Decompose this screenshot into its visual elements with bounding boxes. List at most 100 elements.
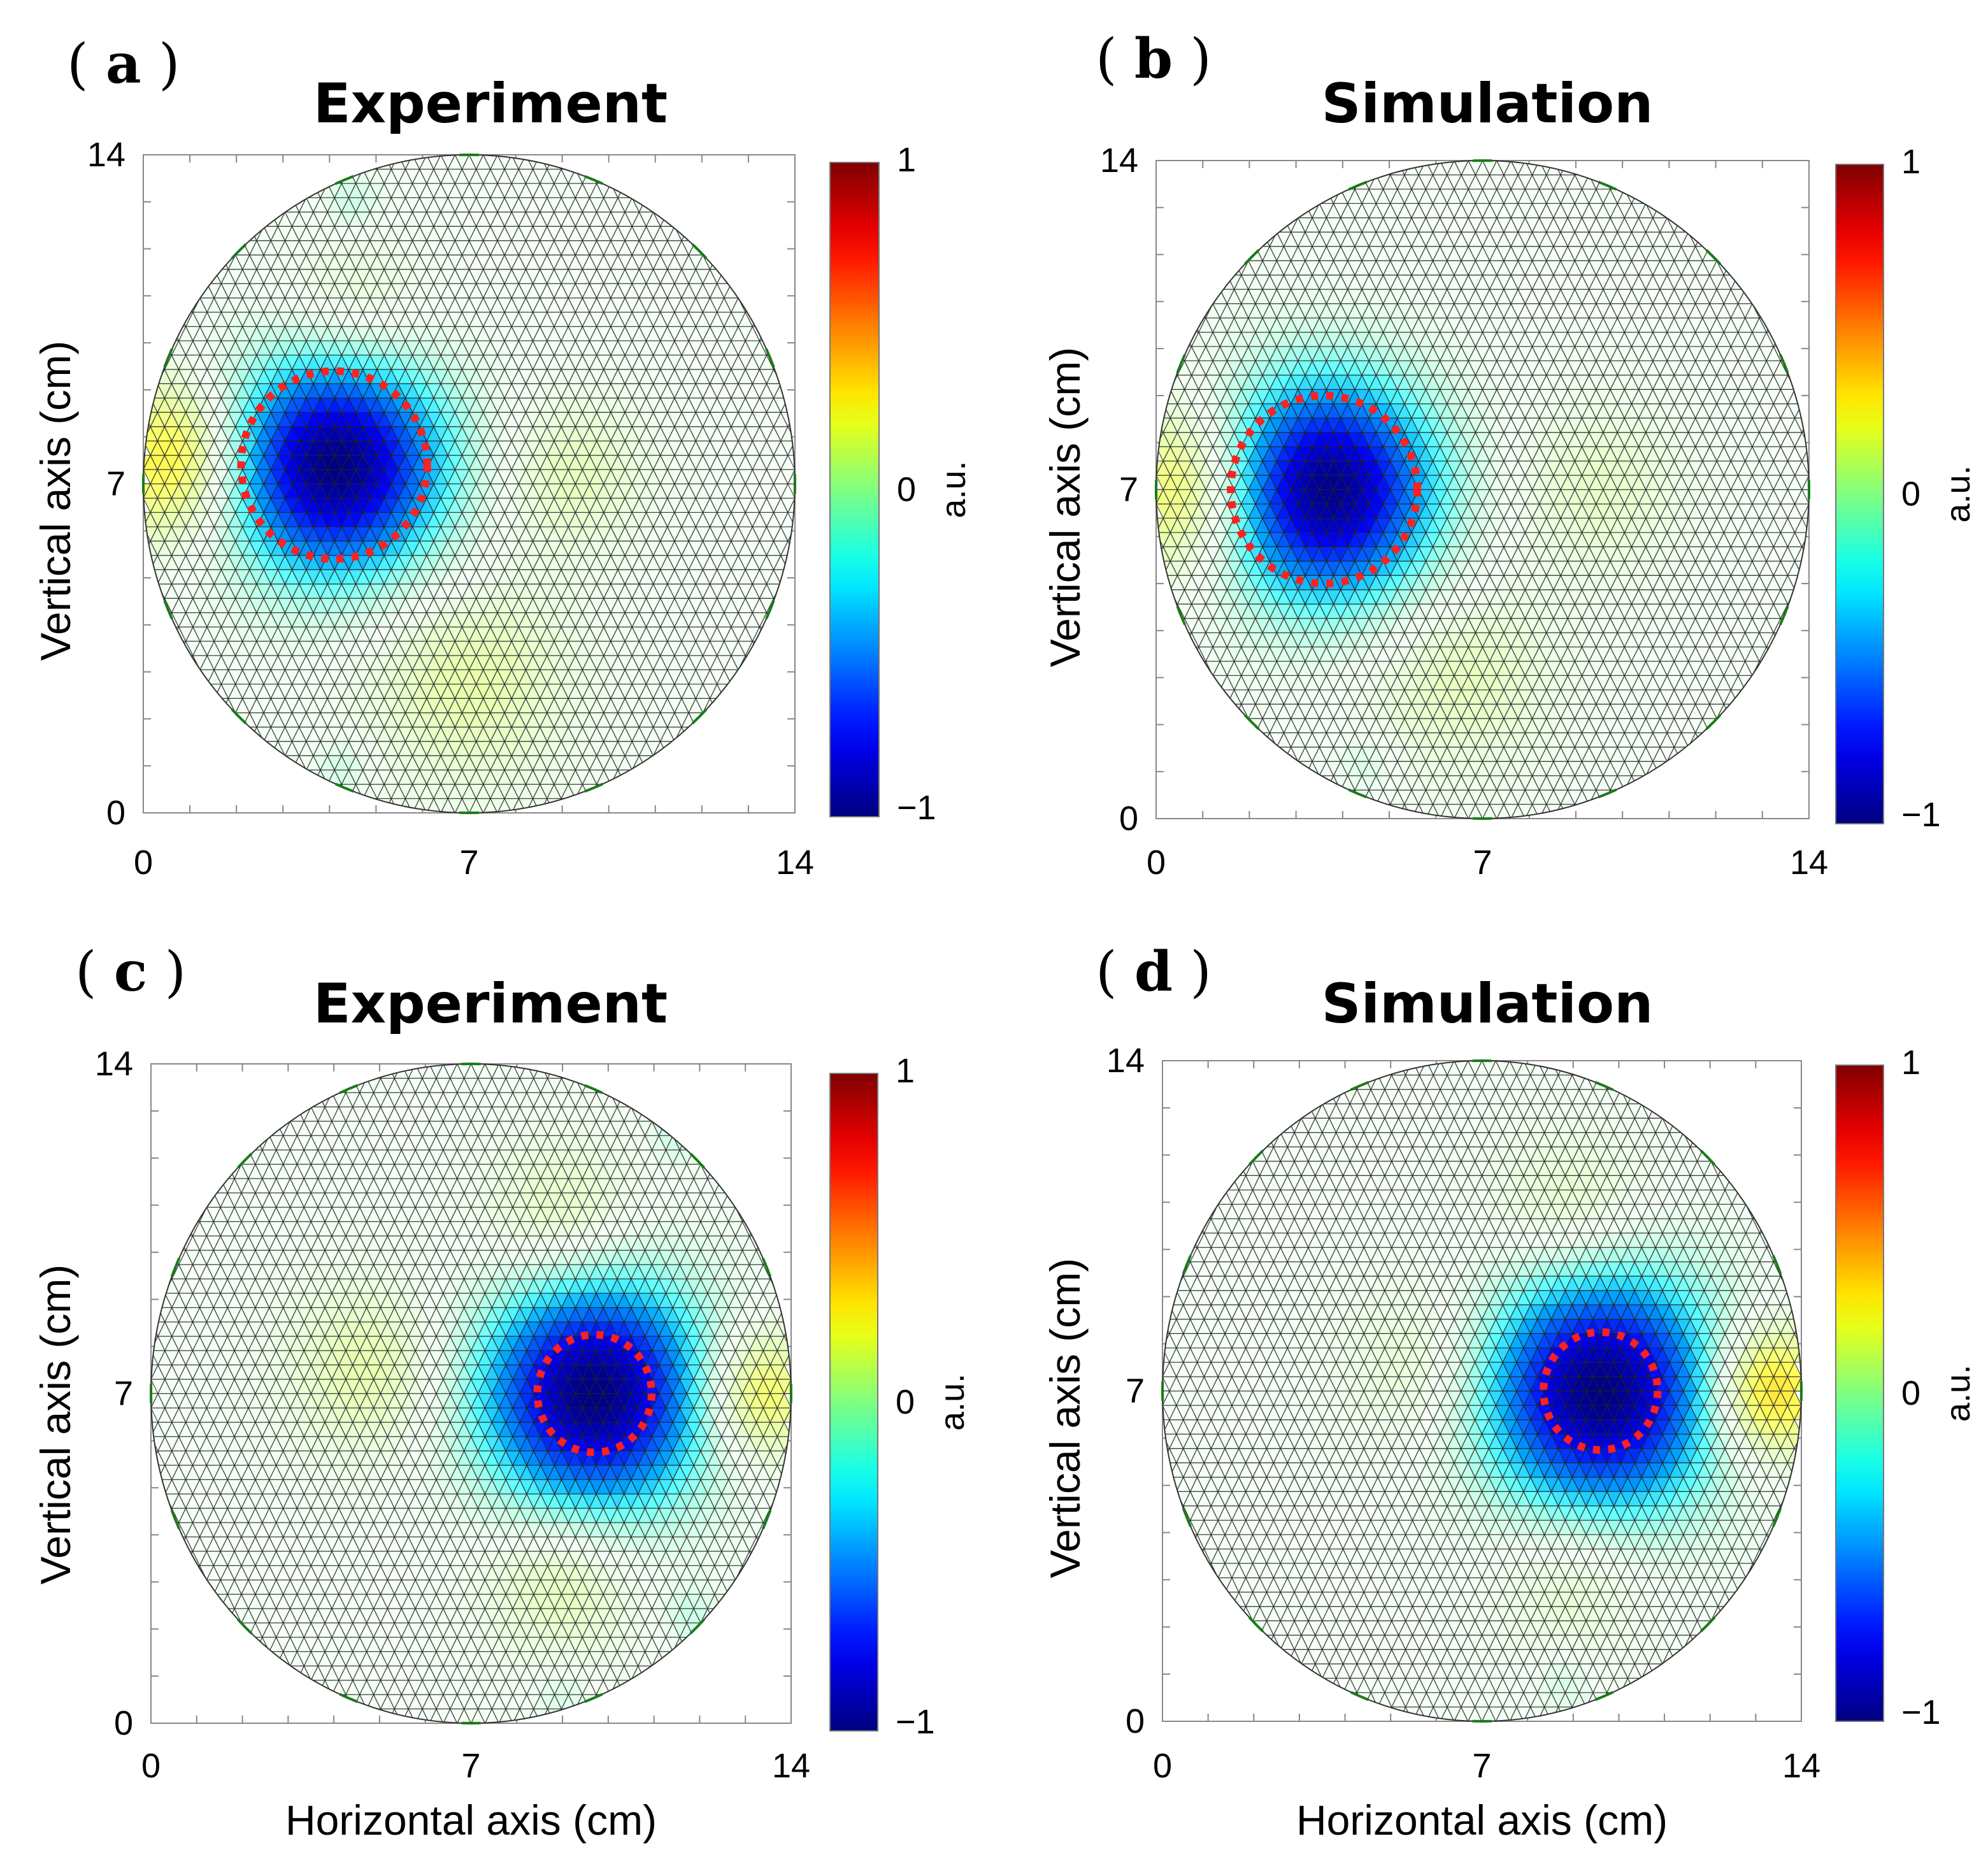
electrode-mark — [1182, 1507, 1192, 1527]
electrode-mark — [765, 600, 775, 620]
electrode-mark — [1705, 249, 1722, 265]
electrode-mark — [1248, 1149, 1264, 1166]
electrode-mark — [1243, 714, 1260, 730]
x-tick-label: 14 — [1790, 843, 1828, 882]
x-tick-label: 0 — [141, 1747, 161, 1785]
x-tick-label: 0 — [1147, 843, 1166, 882]
y-tick-label: 14 — [87, 136, 125, 174]
x-tick-label: 14 — [1782, 1747, 1820, 1785]
colorbar-unit-label: a.u. — [1939, 1365, 1977, 1422]
colorbar-unit-label: a.u. — [934, 461, 973, 518]
electrodes — [1154, 159, 1811, 821]
electrode-mark — [584, 175, 604, 185]
colorbar-tick-label: −1 — [896, 1703, 935, 1741]
colorbar-gradient — [1835, 164, 1884, 824]
electrode-mark — [339, 1084, 358, 1094]
electrode-mark — [1699, 1149, 1716, 1166]
panel-label-open: ( — [1096, 27, 1134, 91]
electrode-mark — [691, 708, 708, 724]
x-tick-label: 7 — [1472, 1747, 1491, 1785]
panel-title: Experiment — [313, 972, 668, 1036]
y-tick-label: 7 — [1119, 471, 1138, 509]
electrode-mark — [1348, 788, 1368, 799]
colorbar-gradient — [1835, 1065, 1884, 1722]
y-tick-label: 14 — [1106, 1042, 1145, 1080]
colorbar: 1 0 −1 a.u. — [1835, 143, 1977, 834]
electrode-mark — [691, 243, 708, 259]
electrodes — [141, 153, 797, 815]
panel-title: Simulation — [1322, 972, 1654, 1036]
colorbar-tick-label: 0 — [1901, 475, 1920, 513]
colorbar-tick-label: 1 — [897, 141, 916, 179]
target-marker-circle — [1227, 391, 1422, 588]
electrode-mark — [1350, 1691, 1369, 1702]
y-tick-label: 14 — [1100, 141, 1138, 180]
x-axis-title: Horizontal axis (cm) — [1296, 1796, 1668, 1844]
panel-label-close: ) — [147, 940, 186, 1004]
y-tick-label: 0 — [1126, 1702, 1145, 1740]
colorbar: 1 0 −1 a.u. — [1835, 1043, 1977, 1732]
frame-ticks — [143, 154, 796, 814]
electrode-mark — [1779, 354, 1789, 373]
electrode-mark — [761, 1510, 772, 1530]
electrode-mark — [1350, 1080, 1369, 1091]
y-tick-label: 7 — [1126, 1372, 1145, 1410]
panel-label-close: ) — [1173, 27, 1212, 91]
electrode-mark — [1182, 1255, 1192, 1275]
electrode-mark — [1594, 1691, 1614, 1702]
electrode-mark — [1598, 180, 1617, 191]
panel-label-open: ( — [1096, 940, 1134, 1004]
panel-label-close: ) — [1173, 940, 1212, 1004]
electrode-mark — [170, 1510, 181, 1530]
panel-label: ( b ) — [1096, 27, 1212, 91]
colorbar-gradient — [829, 162, 880, 817]
colorbar-tick-label: 1 — [1901, 1043, 1920, 1082]
y-axis-title: Vertical axis (cm) — [32, 341, 79, 661]
colorbar-tick-label: 0 — [896, 1383, 915, 1421]
electrode-mark — [237, 1152, 253, 1169]
electrode-mark — [689, 1618, 705, 1635]
x-tick-label: 14 — [772, 1747, 810, 1785]
x-tick-label: 7 — [459, 843, 478, 882]
x-tick-label: 14 — [776, 843, 814, 882]
target-marker-circle — [533, 1331, 656, 1456]
electrode-mark — [584, 1693, 603, 1703]
electrode-mark — [1772, 1507, 1782, 1527]
electrode-mark — [1176, 354, 1186, 373]
y-axis-title: Vertical axis (cm) — [1041, 1258, 1089, 1578]
electrode-mark — [1248, 1616, 1264, 1633]
electrodes — [150, 1062, 792, 1725]
panel-label-open: ( — [75, 940, 114, 1004]
x-tick-label: 7 — [461, 1747, 480, 1785]
electrode-mark — [231, 708, 247, 724]
mesh-field — [1156, 161, 1809, 819]
colorbar-tick-label: 0 — [1901, 1374, 1920, 1412]
electrode-mark — [1348, 180, 1368, 191]
electrode-mark — [761, 1258, 772, 1277]
panel-title: Experiment — [313, 72, 668, 136]
colorbar-tick-label: 1 — [1901, 143, 1920, 181]
x-tick-label: 0 — [1153, 1747, 1172, 1785]
colorbar-gradient — [829, 1073, 878, 1732]
electrode-mark — [1594, 1080, 1614, 1091]
panel-letter: d — [1134, 940, 1173, 1004]
colorbar-tick-label: 0 — [897, 471, 916, 509]
electrode-mark — [584, 1084, 603, 1094]
target-marker-circle — [1540, 1328, 1662, 1454]
colorbar-tick-label: −1 — [1901, 796, 1941, 834]
panel-label: ( d ) — [1096, 940, 1212, 1004]
electrode-mark — [163, 600, 173, 620]
electrode-mark — [1772, 1255, 1782, 1275]
y-tick-label: 0 — [114, 1704, 133, 1742]
electrode-mark — [334, 782, 354, 793]
electrode-mark — [765, 348, 775, 368]
panel-letter: b — [1134, 27, 1173, 91]
panel-label-open: ( — [67, 32, 106, 96]
colorbar-tick-label: −1 — [1901, 1693, 1941, 1732]
panel-label-close: ) — [141, 32, 180, 96]
colorbar-unit-label: a.u. — [1939, 465, 1977, 522]
